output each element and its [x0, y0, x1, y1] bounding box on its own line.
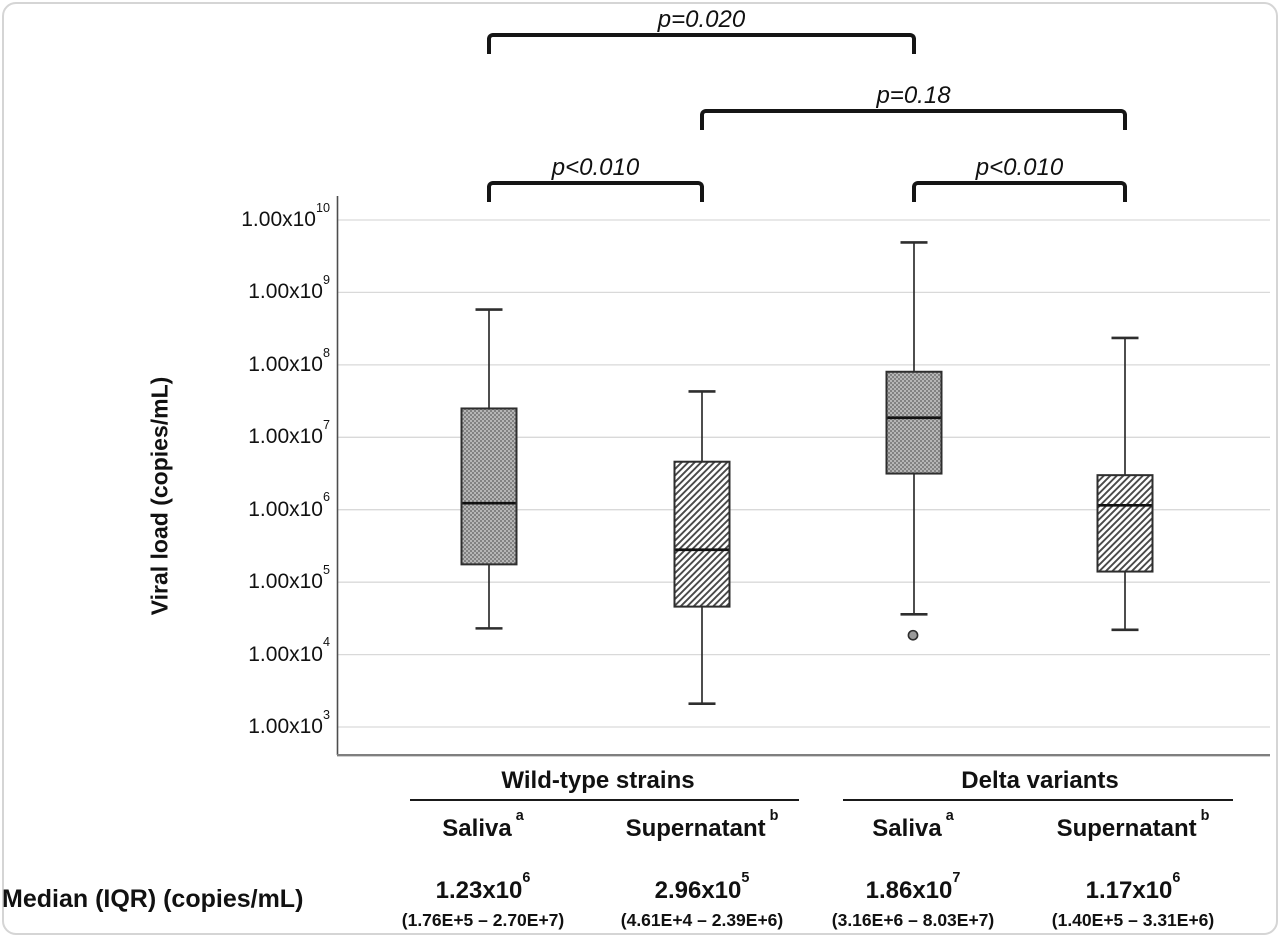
- group-header-underline: [410, 799, 799, 801]
- box-plot-3: [1096, 336, 1154, 632]
- box-plot-2: [885, 241, 943, 641]
- y-tick-label: 1.00x109: [248, 273, 330, 304]
- box-rect: [1096, 474, 1154, 573]
- group-header: Wild-type strains: [501, 767, 695, 794]
- median-value: 1.86x107: [865, 869, 961, 904]
- p-value-label: p=0.020: [657, 6, 746, 34]
- box-rect: [885, 370, 943, 475]
- outlier-point: [907, 629, 919, 641]
- column-header: Supernatant b: [625, 807, 779, 842]
- column-header: Saliva a: [872, 807, 954, 842]
- group-header: Delta variants: [961, 767, 1119, 794]
- p-value-label: p<0.010: [551, 154, 640, 182]
- median-value: 1.23x106: [435, 869, 531, 904]
- column-header: Supernatant b: [1056, 807, 1210, 842]
- iqr-range: (4.61E+4 – 2.39E+6): [620, 910, 784, 930]
- y-tick-label: 1.00x105: [248, 562, 330, 594]
- iqr-range: (1.40E+5 – 3.31E+6): [1051, 910, 1215, 930]
- y-axis-title: Viral load (copies/mL): [146, 376, 173, 616]
- significance-bracket: p=0.020: [487, 6, 916, 54]
- iqr-range: (3.16E+6 – 8.03E+7): [831, 910, 995, 930]
- box-rect: [460, 407, 518, 566]
- box-plot-0: [460, 308, 518, 630]
- y-tick-label: 1.00x103: [248, 707, 330, 738]
- box-rect: [673, 460, 731, 608]
- group-header-underline: [843, 799, 1233, 801]
- y-tick-label: 1.00x104: [248, 635, 330, 666]
- significance-bracket: p<0.010: [487, 154, 704, 202]
- y-tick-label: 1.00x107: [248, 417, 330, 449]
- median-row-label: Median (IQR) (copies/mL): [2, 885, 304, 913]
- significance-bracket: p<0.010: [912, 154, 1127, 202]
- median-value: 2.96x105: [654, 869, 750, 904]
- median-value: 1.17x106: [1085, 869, 1181, 904]
- y-axis-tick-labels: 1.00x1010 1.00x109 1.00x108 1.00x107 1.00x10…: [0, 0, 330, 937]
- y-tick-label: 1.00x1010: [241, 200, 330, 231]
- box-plot-1: [673, 390, 731, 705]
- p-value-label: p<0.010: [975, 154, 1064, 182]
- significance-bracket: p=0.18: [700, 82, 1127, 130]
- iqr-range: (1.76E+5 – 2.70E+7): [401, 910, 565, 930]
- y-tick-label: 1.00x106: [248, 490, 330, 521]
- column-header: Saliva a: [442, 807, 524, 842]
- y-tick-label: 1.00x108: [248, 345, 330, 376]
- p-value-label: p=0.18: [876, 82, 951, 110]
